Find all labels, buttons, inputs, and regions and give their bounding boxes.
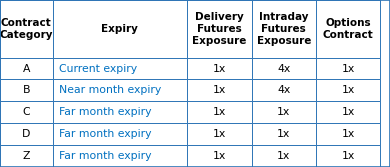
Text: Z: Z — [23, 151, 30, 161]
Bar — [187, 145, 252, 167]
Text: 1x: 1x — [342, 86, 355, 95]
Bar — [0, 145, 53, 167]
Text: A: A — [23, 64, 30, 73]
Text: B: B — [23, 86, 30, 95]
Text: Current expiry: Current expiry — [59, 64, 138, 73]
Bar — [252, 79, 316, 101]
Text: Far month expiry: Far month expiry — [59, 151, 152, 161]
Bar — [316, 123, 380, 145]
Bar — [187, 0, 252, 58]
Text: Far month expiry: Far month expiry — [59, 107, 152, 117]
Bar — [316, 101, 380, 123]
Bar — [316, 58, 380, 79]
Bar — [316, 0, 380, 58]
Bar — [53, 79, 187, 101]
Bar — [252, 145, 316, 167]
Text: 1x: 1x — [213, 64, 226, 73]
Text: Contract
Category: Contract Category — [0, 18, 53, 40]
Text: 1x: 1x — [342, 64, 355, 73]
Text: D: D — [22, 129, 30, 139]
Text: 1x: 1x — [213, 107, 226, 117]
Text: Expiry: Expiry — [101, 24, 138, 34]
Bar — [53, 101, 187, 123]
Bar — [252, 0, 316, 58]
Text: C: C — [23, 107, 30, 117]
Text: 1x: 1x — [213, 129, 226, 139]
Text: Near month expiry: Near month expiry — [59, 86, 161, 95]
Text: 1x: 1x — [342, 129, 355, 139]
Text: Options
Contract: Options Contract — [323, 18, 374, 40]
Bar — [0, 123, 53, 145]
Text: Intraday
Futures
Exposure: Intraday Futures Exposure — [257, 12, 311, 46]
Text: 4x: 4x — [277, 64, 290, 73]
Bar — [187, 101, 252, 123]
Bar — [252, 58, 316, 79]
Bar — [187, 79, 252, 101]
Bar — [252, 123, 316, 145]
Bar — [53, 123, 187, 145]
Text: 1x: 1x — [342, 107, 355, 117]
Text: 1x: 1x — [277, 151, 290, 161]
Text: 1x: 1x — [342, 151, 355, 161]
Bar — [252, 101, 316, 123]
Text: Delivery
Futures
Exposure: Delivery Futures Exposure — [192, 12, 246, 46]
Bar — [187, 58, 252, 79]
Bar — [0, 58, 53, 79]
Text: 1x: 1x — [213, 86, 226, 95]
Text: 4x: 4x — [277, 86, 290, 95]
Text: Far month expiry: Far month expiry — [59, 129, 152, 139]
Bar — [53, 0, 187, 58]
Bar — [316, 79, 380, 101]
Bar — [53, 145, 187, 167]
Bar — [316, 145, 380, 167]
Bar — [0, 79, 53, 101]
Bar — [0, 101, 53, 123]
Text: 1x: 1x — [277, 107, 290, 117]
Text: 1x: 1x — [213, 151, 226, 161]
Bar — [187, 123, 252, 145]
Text: 1x: 1x — [277, 129, 290, 139]
Bar — [0, 0, 53, 58]
Bar — [53, 58, 187, 79]
